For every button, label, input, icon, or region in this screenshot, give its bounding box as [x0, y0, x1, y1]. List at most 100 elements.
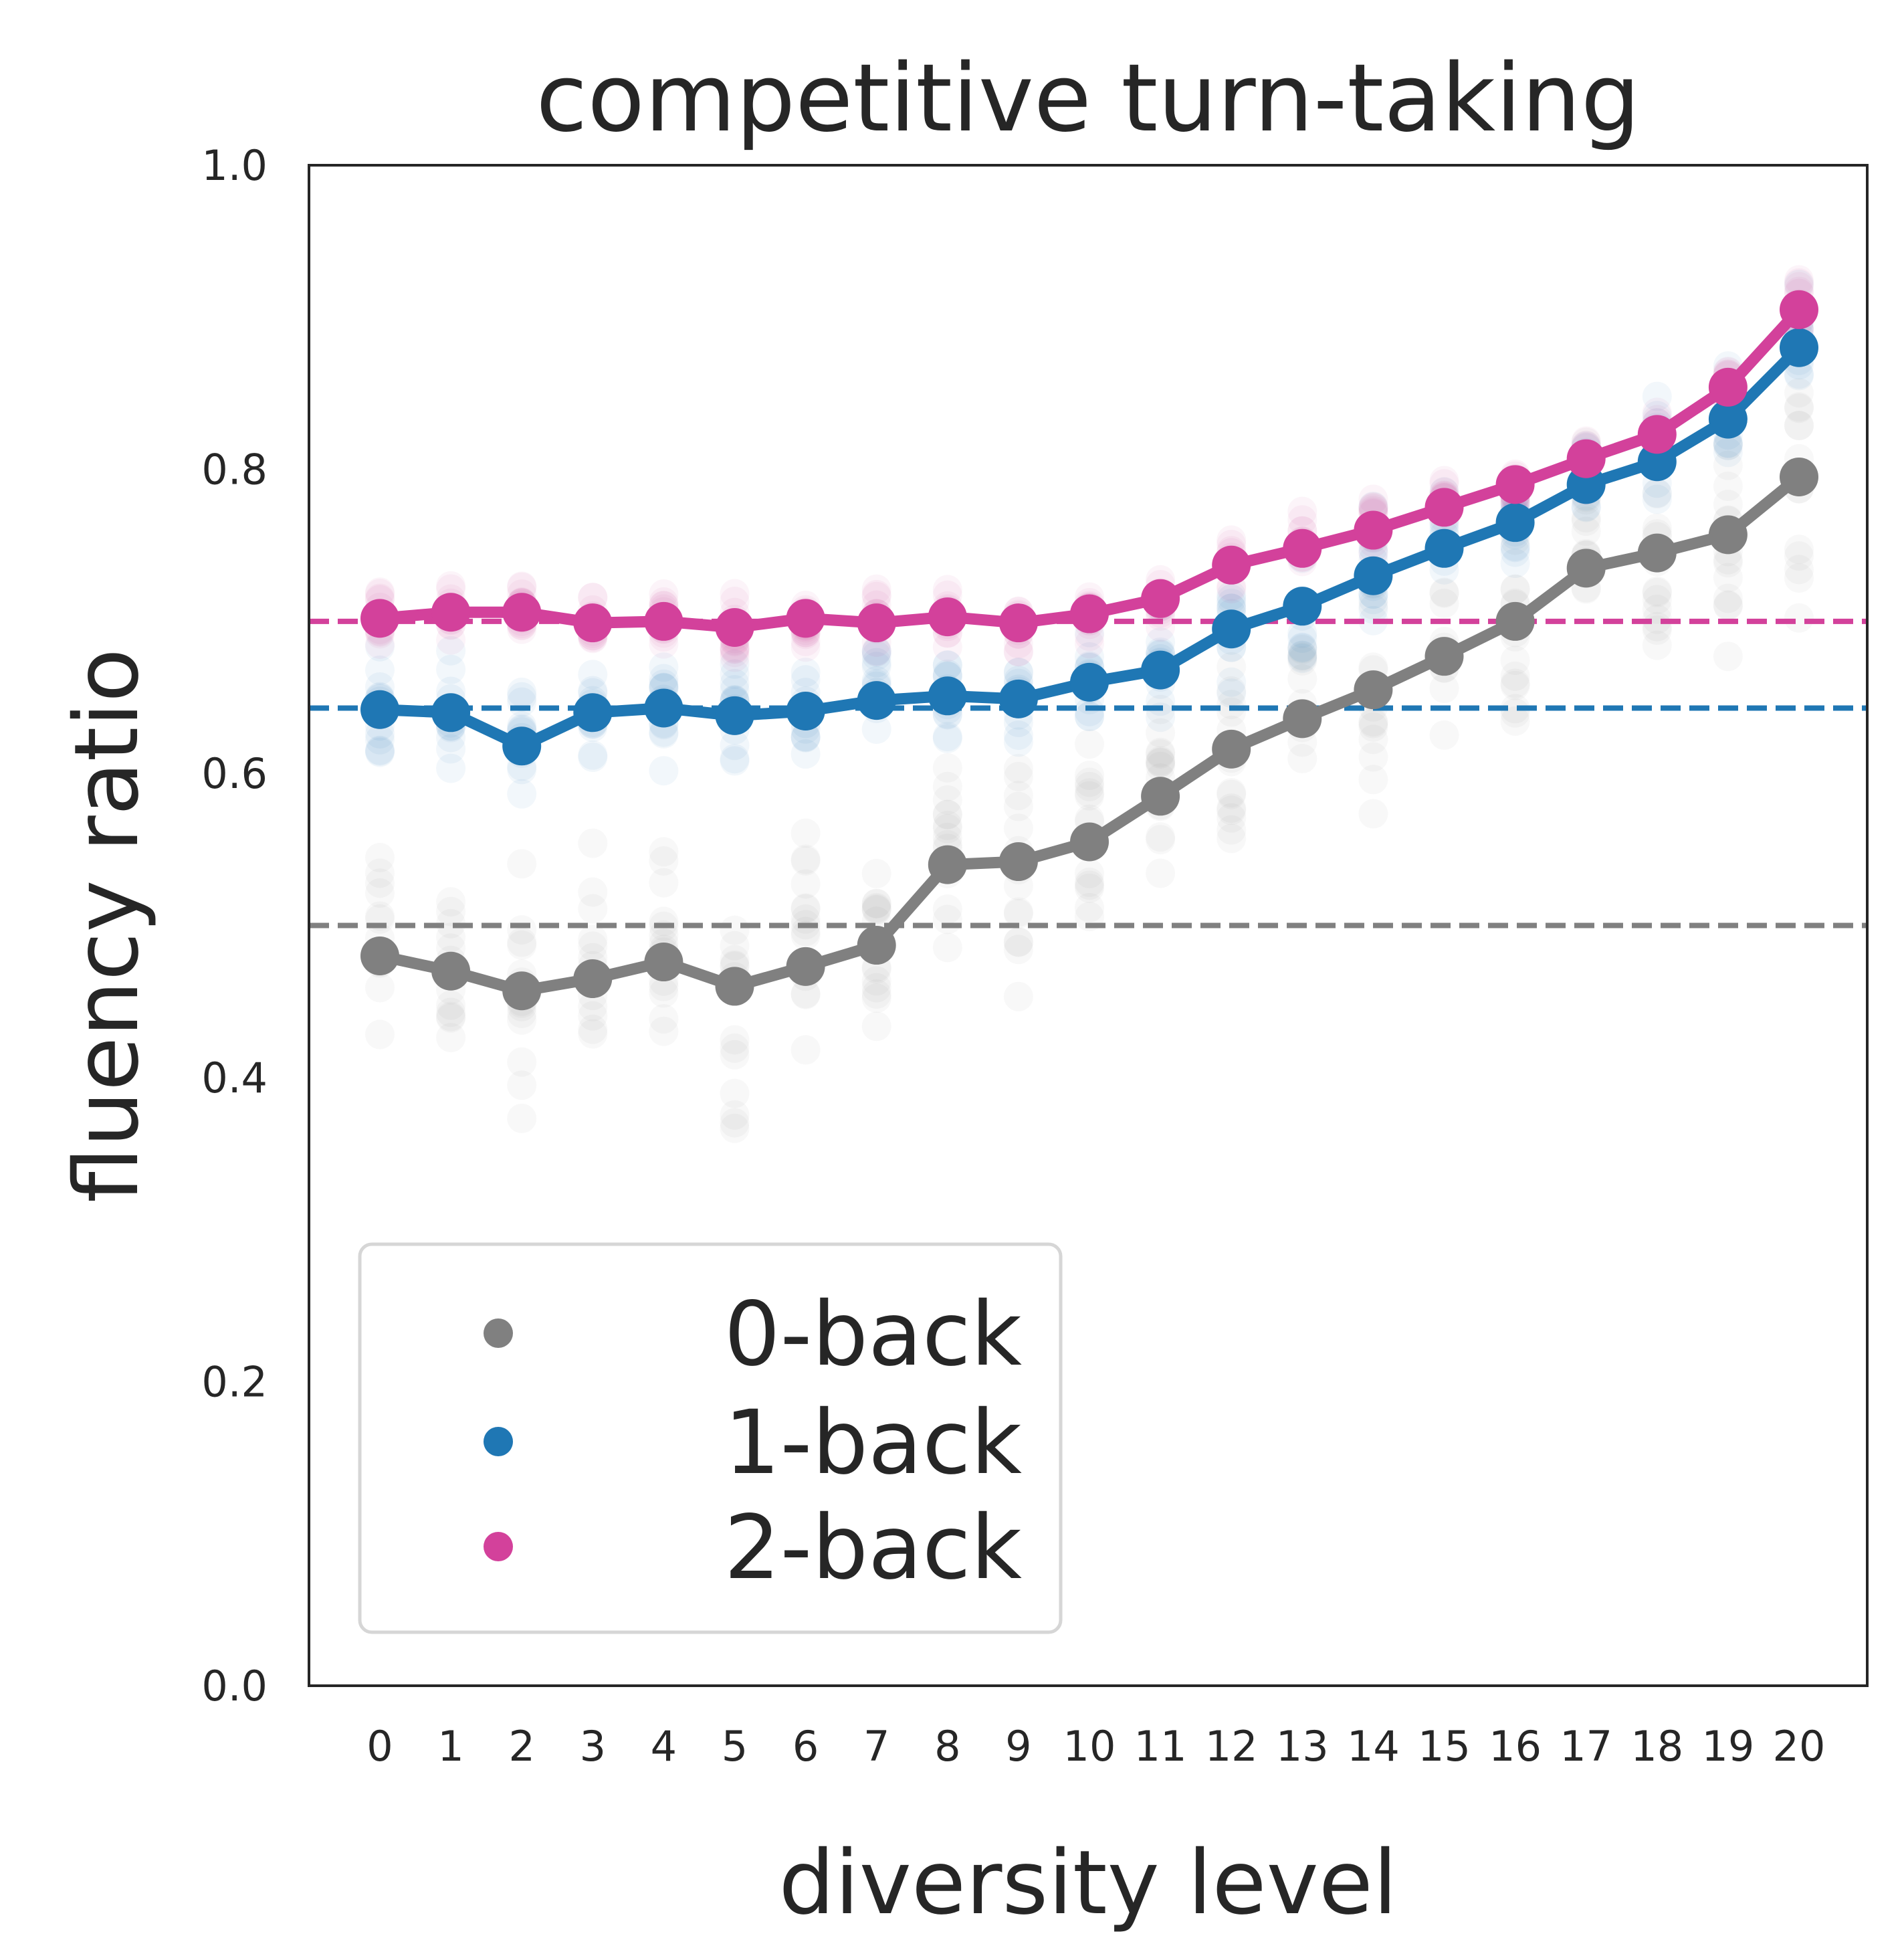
- run-point: [1075, 858, 1104, 888]
- run-point: [1003, 658, 1033, 688]
- series-point-0-back: [644, 943, 683, 982]
- run-point: [861, 635, 891, 666]
- run-point: [365, 878, 395, 908]
- series-point-2-back: [715, 607, 754, 647]
- run-point: [649, 579, 679, 609]
- run-point: [861, 648, 891, 678]
- y-axis-label: fluency ratio: [56, 648, 158, 1203]
- legend: 0-back 1-back 2-back: [358, 1242, 1063, 1634]
- run-point: [1287, 505, 1317, 535]
- run-point: [1217, 588, 1247, 618]
- run-point: [720, 579, 750, 609]
- run-point: [365, 629, 395, 659]
- run-point: [1429, 577, 1459, 607]
- run-point: [1217, 652, 1247, 682]
- run-point: [790, 979, 821, 1009]
- run-point: [720, 1113, 750, 1143]
- series-point-2-back: [1495, 465, 1535, 504]
- series-point-1-back: [1637, 442, 1677, 482]
- x-tick-label: 13: [1276, 1722, 1329, 1771]
- run-point: [1713, 430, 1743, 460]
- run-point: [1571, 502, 1601, 532]
- run-point: [1146, 737, 1176, 767]
- run-point: [720, 1025, 750, 1055]
- run-point: [436, 635, 466, 666]
- run-point: [1358, 724, 1388, 755]
- run-point: [1713, 471, 1743, 501]
- run-point: [578, 828, 608, 858]
- run-point: [1287, 744, 1317, 774]
- run-point: [1713, 642, 1743, 672]
- run-point: [507, 1070, 537, 1100]
- run-point: [720, 659, 750, 689]
- run-point: [1642, 630, 1672, 660]
- run-point: [1784, 411, 1814, 441]
- run-point: [932, 632, 962, 662]
- series-point-1-back: [644, 688, 683, 728]
- run-point: [1003, 981, 1033, 1011]
- run-point: [1358, 706, 1388, 737]
- run-point: [1642, 577, 1672, 607]
- series-point-2-back: [573, 603, 613, 643]
- run-point: [861, 889, 891, 919]
- run-point: [1146, 718, 1176, 748]
- run-point: [1217, 779, 1247, 809]
- run-point: [1713, 490, 1743, 520]
- series-point-2-back: [644, 601, 683, 641]
- run-point: [436, 753, 466, 783]
- series-point-1-back: [998, 679, 1038, 718]
- series-point-2-back: [1283, 528, 1322, 568]
- run-point: [649, 1004, 679, 1034]
- x-tick-label: 16: [1489, 1722, 1542, 1771]
- run-point: [1075, 629, 1104, 659]
- run-point: [436, 887, 466, 917]
- run-point: [790, 722, 821, 753]
- run-point: [1003, 658, 1033, 688]
- run-point: [1003, 935, 1033, 965]
- run-point: [720, 649, 750, 679]
- x-tick-label: 4: [651, 1722, 677, 1771]
- run-point: [1075, 767, 1104, 797]
- run-point: [720, 1040, 750, 1070]
- series-point-2-back: [1708, 367, 1748, 407]
- series-point-1-back: [786, 692, 825, 731]
- run-point: [507, 677, 537, 707]
- run-point: [1146, 825, 1176, 855]
- run-point: [1217, 778, 1247, 808]
- run-point: [1358, 765, 1388, 795]
- series-point-0-back: [1283, 699, 1322, 739]
- x-tick-label: 5: [722, 1722, 748, 1771]
- y-tick-labels: 0.0 0.2 0.4 0.6 0.8 1.0: [201, 141, 268, 1710]
- run-point: [507, 1103, 537, 1133]
- run-point: [1358, 708, 1388, 739]
- run-point: [1429, 720, 1459, 750]
- run-point: [1287, 640, 1317, 670]
- series-point-0-back: [1354, 670, 1393, 710]
- run-point: [932, 785, 962, 815]
- series-point-2-back: [1566, 439, 1606, 478]
- series-point-0-back: [1424, 637, 1464, 676]
- run-point: [1784, 378, 1814, 408]
- run-point: [1075, 870, 1104, 900]
- legend-marker-2-back: [484, 1532, 513, 1561]
- run-point: [1500, 646, 1530, 676]
- run-point: [578, 1001, 608, 1031]
- x-tick-label: 7: [863, 1722, 889, 1771]
- run-point: [578, 924, 608, 955]
- run-point: [790, 869, 821, 899]
- run-point: [1713, 548, 1743, 578]
- run-point: [365, 868, 395, 898]
- series-point-0-back: [1495, 601, 1535, 641]
- run-point: [365, 631, 395, 662]
- legend-box: [358, 1242, 1063, 1634]
- run-point: [1642, 478, 1672, 508]
- run-point: [1500, 670, 1530, 700]
- run-point: [1784, 555, 1814, 585]
- run-point: [932, 722, 962, 752]
- series-point-2-back: [502, 593, 542, 632]
- run-point: [790, 658, 821, 688]
- x-tick-label: 20: [1773, 1722, 1826, 1771]
- x-tick-label: 18: [1630, 1722, 1683, 1771]
- run-point: [436, 1023, 466, 1053]
- run-point: [436, 734, 466, 764]
